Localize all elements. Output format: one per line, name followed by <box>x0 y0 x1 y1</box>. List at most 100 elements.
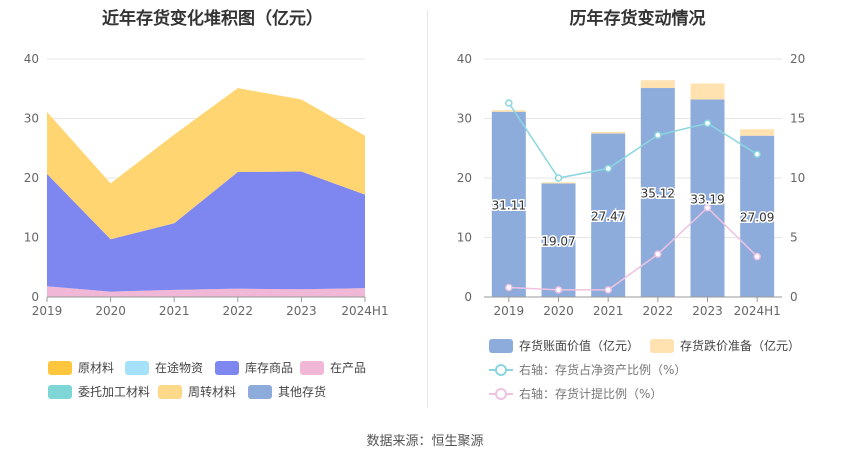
line-point <box>604 164 612 173</box>
legend-item[interactable]: 存货跌价准备（亿元） <box>650 337 800 354</box>
legend-item[interactable]: 右轴：存货占净资产比例（%） <box>489 361 686 378</box>
x-tick-label: 2024H1 <box>734 304 781 318</box>
bar-provision <box>541 182 576 184</box>
right-chart-title: 历年存货变动情况 <box>569 9 706 29</box>
bar-book-value <box>740 135 775 297</box>
legend-item[interactable]: 周转材料 <box>158 383 236 400</box>
legend-label: 周转材料 <box>188 385 237 399</box>
bar-book-value <box>690 99 725 297</box>
y-tick-label: 0 <box>464 290 472 304</box>
x-tick-label: 2022 <box>223 304 254 318</box>
left-chart-panel: 近年存货变化堆积图（亿元） 0 10 20 30 40 2019 2020 2021 2022 2… <box>0 0 425 420</box>
legend-item[interactable]: 在产品 <box>300 359 366 376</box>
y-tick-label: 40 <box>457 52 472 66</box>
line-point <box>753 252 761 261</box>
right-chart-panel: 历年存货变动情况 0 10 20 30 40 0 5 10 15 20 31.11 19.07 27.4… <box>425 0 850 420</box>
y-tick-label: 30 <box>457 112 472 126</box>
legend-item[interactable]: 委托加工材料 <box>48 383 150 400</box>
bar-book-value <box>541 183 576 297</box>
legend-label: 在途物资 <box>155 361 204 375</box>
panel-divider <box>427 10 428 408</box>
legend-swatch <box>489 338 513 353</box>
legend-item[interactable]: 其他存货 <box>248 383 326 400</box>
line-point <box>703 119 712 128</box>
x-tick-label: 2019 <box>32 304 63 318</box>
bar-provision <box>740 129 775 136</box>
legend-item[interactable]: 原材料 <box>48 359 114 376</box>
legend-label: 库存商品 <box>245 361 294 375</box>
bar-data-label: 27.09 <box>740 210 774 224</box>
legend-item[interactable]: 在途物资 <box>125 359 203 376</box>
bar-provision <box>491 110 526 112</box>
y-tick-label: 10 <box>457 231 472 245</box>
line-point <box>654 131 662 139</box>
y-tick-label: 10 <box>24 231 39 245</box>
legend-swatch <box>125 360 149 375</box>
legend-swatch <box>489 387 513 401</box>
legend-label: 存货跌价准备（亿元） <box>680 339 801 353</box>
y2-tick-label: 5 <box>790 231 798 245</box>
legend-label: 在产品 <box>330 361 367 375</box>
line-point <box>505 283 513 292</box>
line-point <box>505 99 513 107</box>
legend-label: 存货账面价值（亿元） <box>519 339 640 353</box>
legend-swatch <box>158 384 182 399</box>
legend-swatch <box>48 360 72 375</box>
line-series <box>508 206 758 291</box>
legend-item[interactable]: 右轴：存货计提比例（%） <box>489 385 662 402</box>
legend-swatch <box>48 384 72 399</box>
x-tick-label: 2019 <box>494 304 525 318</box>
legend-swatch <box>489 363 513 377</box>
bar-book-value <box>491 111 526 297</box>
y2-tick-label: 10 <box>790 171 805 185</box>
legend-label: 委托加工材料 <box>78 385 151 399</box>
x-tick-label: 2021 <box>159 304 190 318</box>
line-point <box>554 174 563 182</box>
line-point <box>703 204 712 212</box>
bar-data-label: 27.47 <box>591 209 625 223</box>
legend-label: 原材料 <box>78 361 115 375</box>
y-tick-label: 20 <box>457 171 472 185</box>
area-series <box>47 286 365 297</box>
legend-swatch <box>215 360 239 375</box>
bar-provision <box>640 80 675 89</box>
y-tick-label: 0 <box>31 290 39 304</box>
line-point <box>753 150 761 158</box>
x-tick-label: 2021 <box>593 304 624 318</box>
legend-label: 右轴：存货占净资产比例（%） <box>519 363 687 377</box>
legend-label: 其他存货 <box>278 385 327 399</box>
bar-data-label: 31.11 <box>492 198 526 212</box>
y2-tick-label: 15 <box>790 112 805 126</box>
bar-provision <box>591 131 626 134</box>
x-tick-label: 2020 <box>95 304 126 318</box>
y2-tick-label: 20 <box>790 52 805 66</box>
y-tick-label: 40 <box>24 52 39 66</box>
bar-data-label: 19.07 <box>541 234 575 248</box>
legend-label: 右轴：存货计提比例（%） <box>519 387 663 401</box>
y2-tick-label: 0 <box>790 290 798 304</box>
x-tick-label: 2023 <box>286 304 317 318</box>
area-series <box>47 88 365 240</box>
x-tick-label: 2024H1 <box>341 304 388 318</box>
bar-data-label: 35.12 <box>641 187 675 201</box>
data-source-note: 数据来源：恒生聚源 <box>366 434 484 449</box>
left-chart-title: 近年存货变化堆积图（亿元） <box>102 9 323 29</box>
legend-item[interactable]: 库存商品 <box>215 359 293 376</box>
line-point <box>654 250 662 258</box>
legend-item[interactable]: 存货账面价值（亿元） <box>489 337 639 354</box>
bar-data-label: 33.19 <box>690 192 724 206</box>
legend-swatch <box>248 384 272 399</box>
bar-provision <box>690 83 725 100</box>
y-tick-label: 20 <box>24 171 39 185</box>
legend-swatch <box>300 360 324 375</box>
line-point <box>604 286 612 294</box>
legend-swatch <box>650 338 674 353</box>
x-tick-label: 2022 <box>643 304 674 318</box>
x-tick-label: 2020 <box>543 304 574 318</box>
stacked-area-chart: 0 10 20 30 40 2019 2020 2021 2022 2023 2024H1 <box>24 52 389 318</box>
line-series <box>508 102 758 179</box>
y-tick-label: 30 <box>24 112 39 126</box>
x-tick-label: 2023 <box>692 304 723 318</box>
bar-line-combo-chart: 0 10 20 30 40 0 5 10 15 20 31.11 19.07 27.47 35.12 33.… <box>457 52 806 318</box>
area-series <box>47 171 365 292</box>
